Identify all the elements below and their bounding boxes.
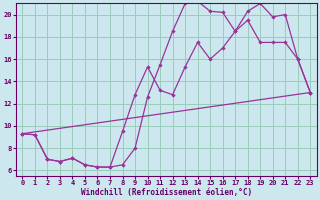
X-axis label: Windchill (Refroidissement éolien,°C): Windchill (Refroidissement éolien,°C)	[81, 188, 252, 197]
